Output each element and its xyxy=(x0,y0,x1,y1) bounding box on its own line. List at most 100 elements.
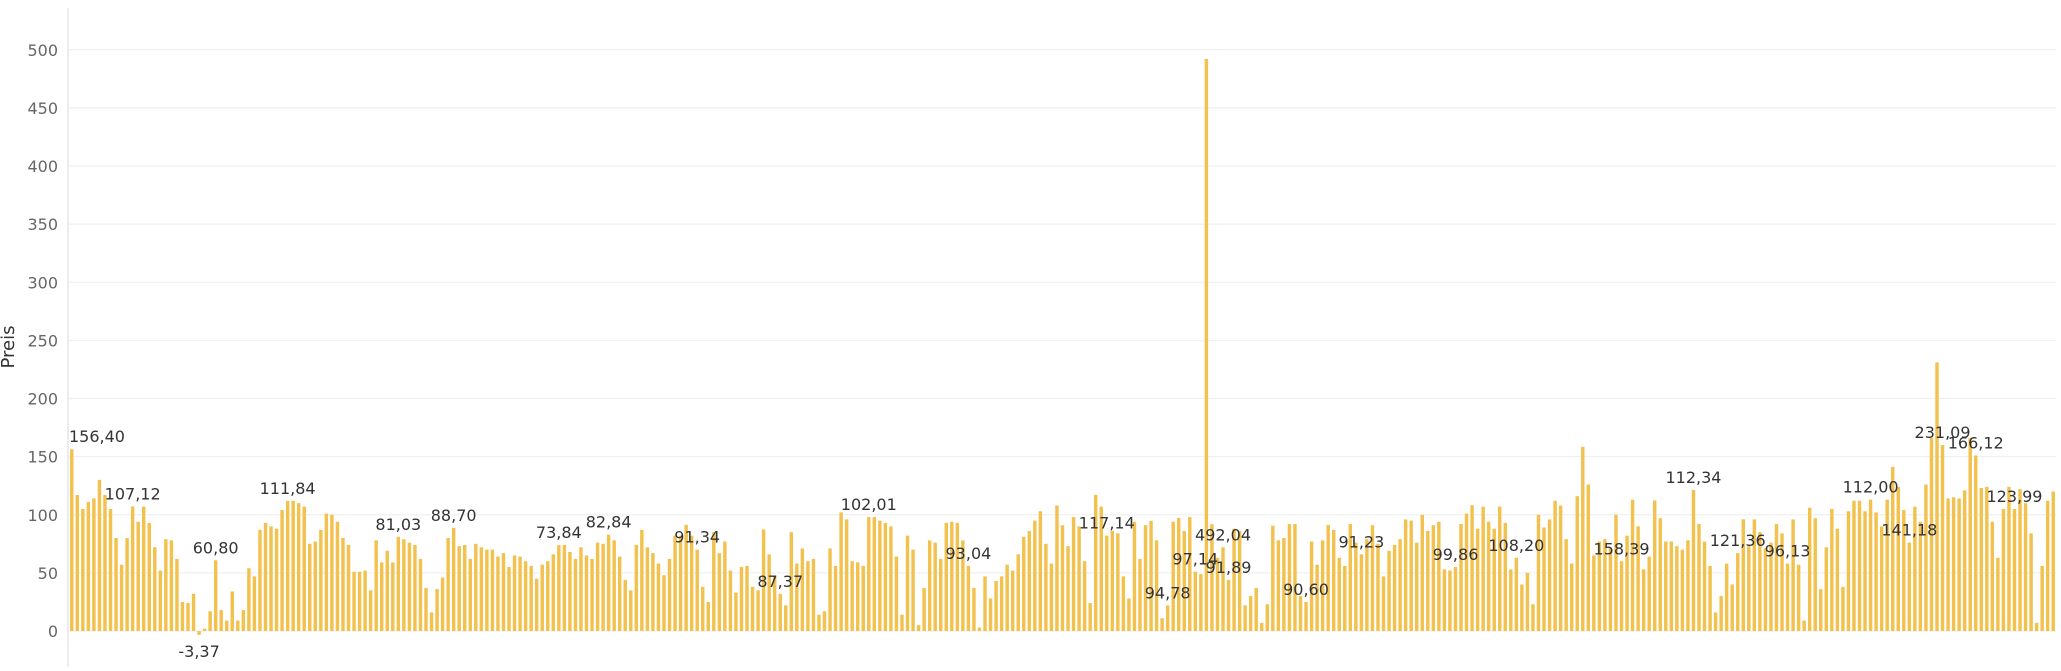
bar xyxy=(1863,511,1867,631)
data-labels: 156,40 107,12 -3,37 60,80 111,84 81,03 88,70 73… xyxy=(69,423,2042,661)
bar xyxy=(1752,519,1757,631)
bar xyxy=(1359,554,1364,631)
bar xyxy=(186,603,190,631)
y-tick-label: 300 xyxy=(27,273,58,292)
bar xyxy=(1132,521,1137,632)
bar xyxy=(180,601,185,631)
bar xyxy=(1464,513,1469,631)
bar xyxy=(457,546,461,631)
bar xyxy=(479,547,484,631)
bar xyxy=(258,529,262,631)
bar xyxy=(346,544,351,632)
bar xyxy=(844,519,849,631)
bar xyxy=(1962,490,1967,631)
bar xyxy=(1758,532,1762,631)
bar xyxy=(197,631,201,635)
bar xyxy=(850,561,854,631)
bar xyxy=(1022,536,1026,631)
bar xyxy=(1348,524,1353,631)
bar xyxy=(629,590,633,631)
bar xyxy=(1060,525,1065,631)
bar xyxy=(811,558,816,631)
bar xyxy=(1044,543,1048,631)
bar xyxy=(147,522,151,631)
bar xyxy=(1691,489,1696,631)
bar xyxy=(1547,519,1552,631)
bar xyxy=(274,528,279,631)
bar xyxy=(1603,539,1607,631)
bar xyxy=(1813,518,1817,631)
bar xyxy=(568,551,572,631)
bar xyxy=(125,538,129,631)
bar xyxy=(130,506,135,631)
bar xyxy=(213,560,218,631)
bar xyxy=(1127,598,1131,631)
bar xyxy=(1392,544,1397,632)
bar xyxy=(1415,542,1419,631)
bar xyxy=(1830,508,1834,631)
bar xyxy=(1509,569,1513,631)
y-axis-ticks: 0 50 100 150 200 250 300 350 400 450 500 xyxy=(27,41,58,641)
bar xyxy=(1215,557,1220,631)
bar xyxy=(1287,524,1292,631)
bar xyxy=(108,508,113,631)
bar xyxy=(1558,505,1563,631)
bar xyxy=(728,570,733,631)
bar xyxy=(396,536,401,631)
bar xyxy=(678,535,683,631)
bar xyxy=(1437,521,1441,632)
bar xyxy=(1149,520,1153,631)
bar xyxy=(1736,553,1740,631)
bar xyxy=(1226,579,1231,631)
y-tick-label: 450 xyxy=(27,99,58,118)
bar xyxy=(1033,520,1037,631)
bar xyxy=(335,521,340,632)
bar xyxy=(225,620,229,631)
bar xyxy=(1354,542,1358,631)
bar xyxy=(861,565,865,631)
bar xyxy=(761,529,766,631)
bar xyxy=(402,539,406,631)
y-tick-label: 400 xyxy=(27,157,58,176)
bar xyxy=(1381,576,1386,631)
bar xyxy=(1614,514,1618,631)
bar xyxy=(1990,521,1995,632)
bar xyxy=(606,534,611,631)
bar xyxy=(789,532,794,631)
bar xyxy=(1271,525,1275,631)
bar xyxy=(601,543,605,631)
bar xyxy=(1929,438,1934,631)
bar xyxy=(1105,535,1109,631)
bar xyxy=(391,562,395,631)
bar xyxy=(1082,561,1087,631)
data-label: 99,86 xyxy=(1433,545,1479,564)
bar xyxy=(1763,548,1768,631)
bar xyxy=(950,521,954,632)
bar xyxy=(822,611,827,631)
bar xyxy=(70,449,74,631)
bar xyxy=(1531,604,1535,631)
bar xyxy=(889,526,893,632)
data-label: 73,84 xyxy=(536,523,582,542)
bar xyxy=(833,565,838,631)
bar xyxy=(86,501,91,631)
bar xyxy=(1442,569,1447,631)
bar xyxy=(750,586,755,632)
bar xyxy=(1697,524,1701,631)
bar xyxy=(230,591,234,632)
bar xyxy=(872,517,877,632)
bar xyxy=(1237,531,1242,631)
bar xyxy=(590,558,594,631)
bar xyxy=(296,503,301,632)
bar xyxy=(103,494,107,631)
bar xyxy=(269,526,273,632)
bar xyxy=(1232,528,1236,631)
bar xyxy=(800,548,805,631)
bar xyxy=(368,590,373,631)
bar xyxy=(191,593,196,631)
bar xyxy=(1597,541,1602,631)
y-tick-label: 50 xyxy=(38,564,58,583)
data-label: 93,04 xyxy=(946,544,992,563)
